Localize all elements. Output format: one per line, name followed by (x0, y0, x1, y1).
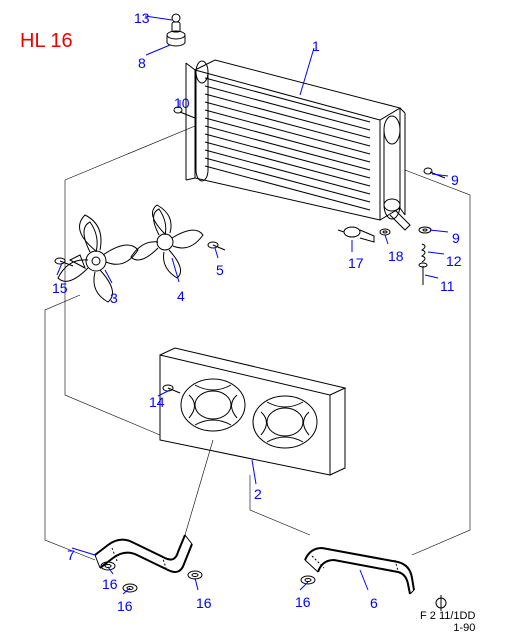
callout-2: 2 (254, 486, 262, 502)
footer-block: F 2 11/1DD 1-90 (420, 610, 475, 634)
diagram-title: HL 16 (20, 30, 73, 53)
callout-9: 9 (451, 172, 459, 188)
diagram-canvas (0, 0, 506, 644)
callout-15: 15 (52, 280, 68, 296)
callout-3: 3 (110, 290, 118, 306)
callout-16: 16 (196, 595, 212, 611)
callout-14: 14 (149, 394, 165, 410)
callout-11: 11 (440, 278, 455, 294)
footer-line2: 1-90 (420, 622, 475, 634)
callout-16: 16 (295, 594, 311, 610)
fan-assembly-right (131, 205, 203, 278)
callout-18: 18 (388, 248, 404, 264)
lower-hose (305, 548, 414, 594)
callout-17: 17 (348, 255, 364, 271)
callout-16: 16 (102, 576, 118, 592)
upper-hose (95, 535, 192, 572)
callout-4: 4 (177, 288, 185, 304)
callout-7: 7 (67, 547, 75, 563)
fan-shroud (160, 348, 345, 475)
callout-12: 12 (446, 253, 462, 269)
callout-13: 13 (134, 10, 150, 26)
footer-line1: F 2 11/1DD (420, 610, 475, 622)
callout-9: 9 (452, 230, 460, 246)
callout-5: 5 (216, 262, 224, 278)
fan-assembly-left (58, 215, 138, 302)
callout-10: 10 (174, 95, 190, 111)
callout-6: 6 (370, 595, 378, 611)
callout-16: 16 (117, 598, 133, 614)
callout-1: 1 (312, 38, 320, 54)
callout-8: 8 (138, 55, 146, 71)
